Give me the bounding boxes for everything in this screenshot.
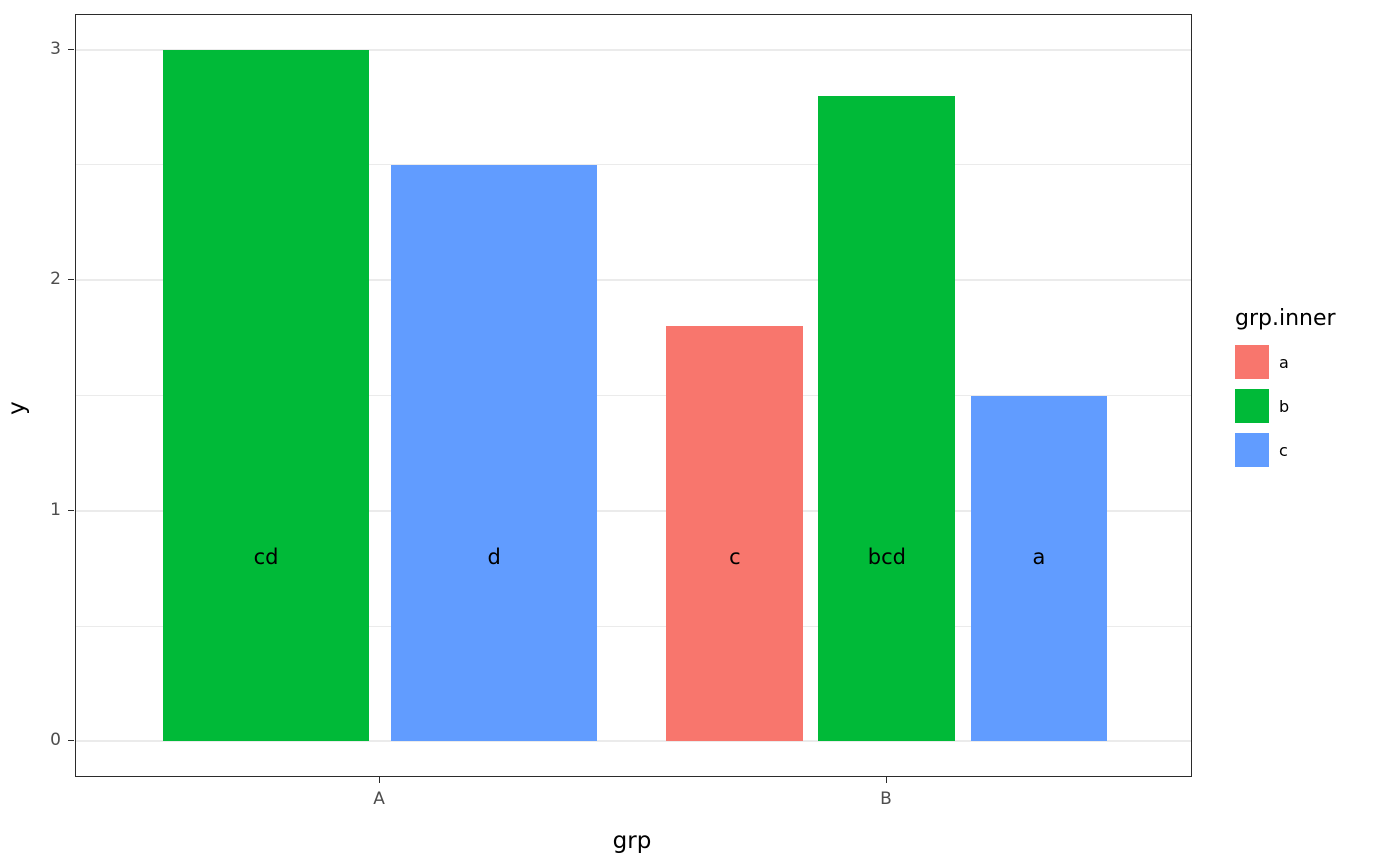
bar-B-c xyxy=(970,395,1108,742)
x-axis-title: grp xyxy=(612,828,652,854)
legend-key-swatch xyxy=(1235,345,1269,379)
legend-title: grp.inner xyxy=(1235,306,1336,331)
major-gridline xyxy=(76,279,1191,282)
x-tick-mark xyxy=(885,777,887,783)
y-tick-label: 0 xyxy=(50,730,61,751)
major-gridline xyxy=(76,740,1191,743)
y-tick-label: 1 xyxy=(50,499,61,520)
minor-gridline xyxy=(76,164,1191,166)
bar-label: cd xyxy=(253,544,279,569)
x-tick-label: A xyxy=(373,789,385,809)
legend-label: c xyxy=(1279,440,1288,460)
major-gridline xyxy=(76,509,1191,512)
legend-label: a xyxy=(1279,352,1289,372)
minor-gridline xyxy=(76,395,1191,396)
legend: grp.inner a b c xyxy=(1235,306,1336,477)
x-tick-mark xyxy=(379,777,381,783)
legend-key-swatch xyxy=(1235,389,1269,423)
minor-gridline xyxy=(76,625,1191,627)
legend-entry-b: b xyxy=(1235,389,1336,423)
y-tick-label: 3 xyxy=(50,38,61,59)
y-tick-mark xyxy=(68,509,74,511)
legend-entry-c: c xyxy=(1235,433,1336,467)
legend-entries: a b c xyxy=(1235,345,1336,477)
x-tick-label: B xyxy=(880,789,892,809)
bar-A-c xyxy=(391,164,597,742)
y-tick-mark xyxy=(68,279,74,281)
bar-A-b xyxy=(163,49,369,742)
legend-entry-a: a xyxy=(1235,345,1336,379)
y-tick-label: 2 xyxy=(50,269,61,290)
y-tick-mark xyxy=(68,740,74,742)
y-tick-mark xyxy=(68,48,74,50)
bar-label: a xyxy=(1032,544,1046,569)
bar-label: d xyxy=(487,544,501,569)
major-gridline xyxy=(76,48,1191,51)
plot-panel: cd d c bcd a xyxy=(75,14,1192,777)
bar-label: c xyxy=(729,544,741,569)
bar-label: bcd xyxy=(867,544,907,569)
legend-key-swatch xyxy=(1235,433,1269,467)
bar-B-b xyxy=(818,95,956,742)
legend-label: b xyxy=(1279,396,1290,416)
bar-B-a xyxy=(666,326,804,742)
y-axis-title: y xyxy=(3,401,30,415)
